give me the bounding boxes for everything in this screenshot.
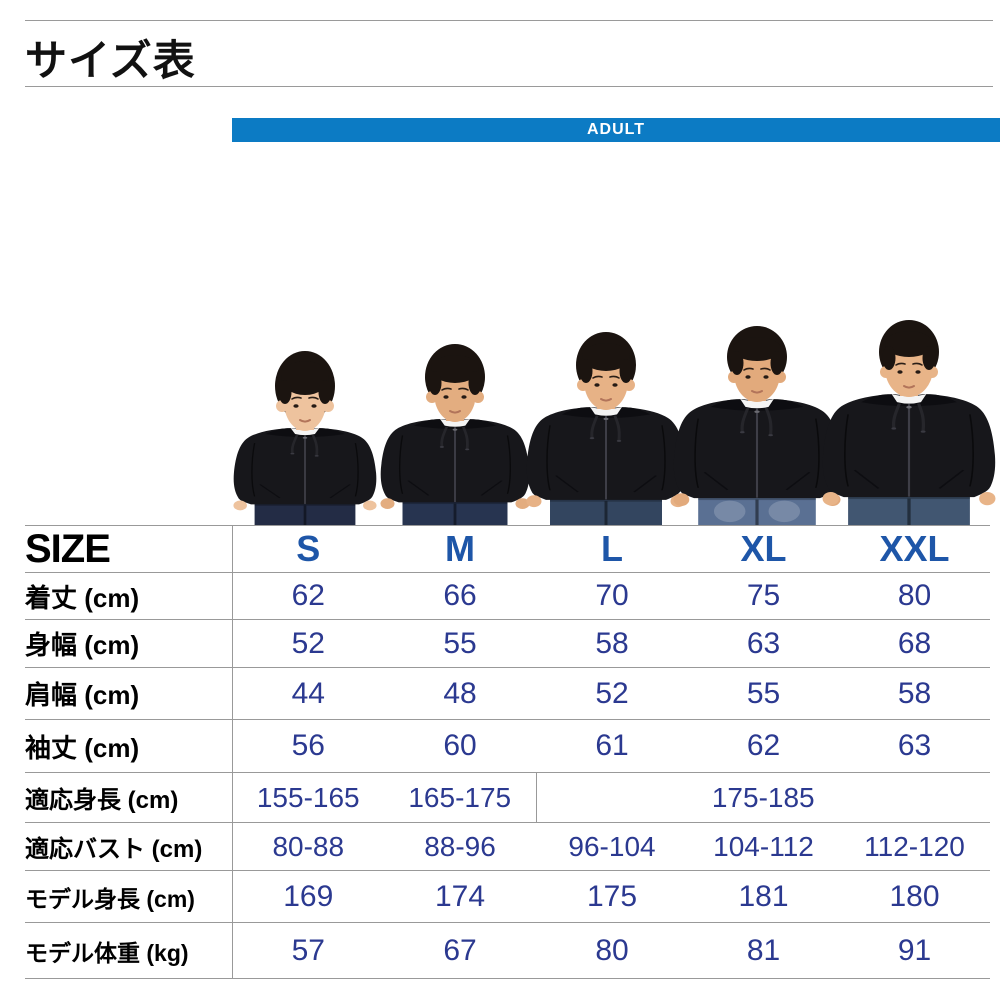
cell-value: 63 xyxy=(688,619,839,668)
cell-value: 60 xyxy=(384,719,536,773)
page-title: サイズ表 xyxy=(25,37,196,84)
table-row: 適応身長 (cm) 155-165 165-175 175-185 xyxy=(25,772,990,823)
cell-value: 91 xyxy=(839,922,990,979)
cell-value: 104-112 xyxy=(688,822,839,871)
cell-value: 180 xyxy=(839,870,990,923)
cell-value: 165-175 xyxy=(384,772,537,823)
adult-banner: ADULT xyxy=(232,118,1000,142)
row-label: 肩幅 (cm) xyxy=(25,667,233,720)
table-row: 肩幅 (cm) 44 48 52 55 58 xyxy=(25,667,990,720)
cell-value: 181 xyxy=(688,870,839,923)
cell-value: 80 xyxy=(839,572,990,620)
cell-value: 169 xyxy=(232,870,384,923)
size-table: SIZE S M L XL XXL 着丈 (cm) 62 66 70 75 80… xyxy=(25,525,990,979)
cell-value: 52 xyxy=(536,667,688,720)
cell-value: 88-96 xyxy=(384,822,536,871)
cell-value: 62 xyxy=(232,572,384,620)
cell-value: 67 xyxy=(384,922,536,979)
size-corner-label: SIZE xyxy=(25,525,233,573)
table-row: 着丈 (cm) 62 66 70 75 80 xyxy=(25,572,990,620)
cell-value: 55 xyxy=(688,667,839,720)
cell-value: 80-88 xyxy=(232,822,384,871)
col-header-s: S xyxy=(232,525,384,573)
cell-value: 55 xyxy=(384,619,536,668)
cell-value: 63 xyxy=(839,719,990,773)
cell-value: 175 xyxy=(536,870,688,923)
adult-banner-label: ADULT xyxy=(586,121,646,138)
col-header-xxl: XXL xyxy=(839,525,990,573)
row-label: 袖丈 (cm) xyxy=(25,719,233,773)
header-row: SIZE S M L XL XXL xyxy=(25,525,990,573)
cell-value: 48 xyxy=(384,667,536,720)
cell-value: 80 xyxy=(536,922,688,979)
title-bottom-divider xyxy=(25,86,993,87)
row-label: 着丈 (cm) xyxy=(25,572,233,620)
cell-value: 57 xyxy=(232,922,384,979)
cell-value: 58 xyxy=(536,619,688,668)
col-header-m: M xyxy=(384,525,536,573)
title-top-divider xyxy=(25,20,993,21)
col-header-l: L xyxy=(536,525,688,573)
cell-value: 44 xyxy=(232,667,384,720)
cell-value: 61 xyxy=(536,719,688,773)
cell-value: 70 xyxy=(536,572,688,620)
table-row: モデル身長 (cm) 169 174 175 181 180 xyxy=(25,870,990,923)
table-row: モデル体重 (kg) 57 67 80 81 91 xyxy=(25,922,990,979)
cell-value: 58 xyxy=(839,667,990,720)
table-row: 身幅 (cm) 52 55 58 63 68 xyxy=(25,619,990,668)
cell-value-merged: 175-185 xyxy=(536,772,990,823)
cell-value: 75 xyxy=(688,572,839,620)
col-header-xl: XL xyxy=(688,525,839,573)
models-photo xyxy=(233,320,996,525)
cell-value: 66 xyxy=(384,572,536,620)
table-row: 袖丈 (cm) 56 60 61 62 63 xyxy=(25,719,990,773)
cell-value: 56 xyxy=(232,719,384,773)
cell-value: 112-120 xyxy=(839,822,990,871)
cell-value: 155-165 xyxy=(232,772,384,823)
row-label: 適応バスト (cm) xyxy=(25,822,233,871)
table-row: 適応バスト (cm) 80-88 88-96 96-104 104-112 11… xyxy=(25,822,990,871)
row-label: モデル体重 (kg) xyxy=(25,922,233,979)
row-label: モデル身長 (cm) xyxy=(25,870,233,923)
cell-value: 68 xyxy=(839,619,990,668)
row-label: 身幅 (cm) xyxy=(25,619,233,668)
cell-value: 81 xyxy=(688,922,839,979)
cell-value: 52 xyxy=(232,619,384,668)
cell-value: 62 xyxy=(688,719,839,773)
cell-value: 96-104 xyxy=(536,822,688,871)
cell-value: 174 xyxy=(384,870,536,923)
row-label: 適応身長 (cm) xyxy=(25,772,233,823)
